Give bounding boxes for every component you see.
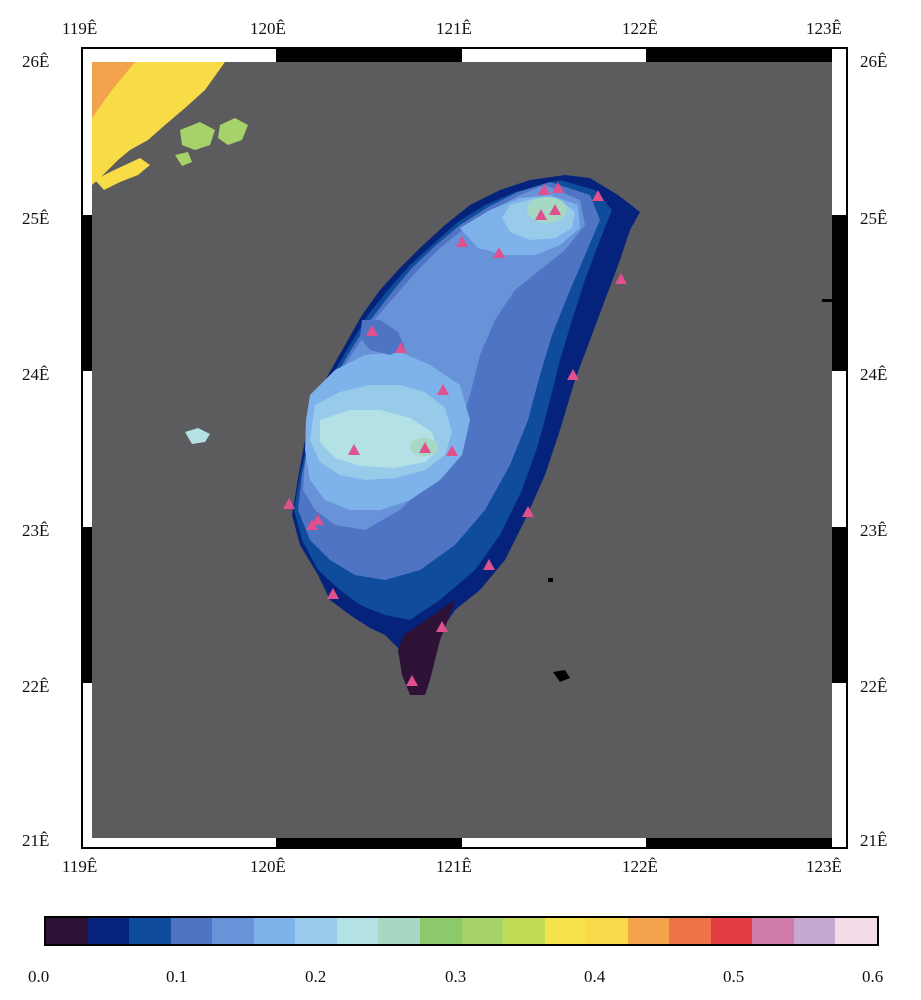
- colorbar-swatch: [835, 918, 877, 944]
- station-marker: [567, 369, 579, 380]
- station-marker: [522, 506, 534, 517]
- lat-label: 24Ê: [22, 365, 50, 384]
- frame-bar-bottom: [276, 838, 462, 848]
- colorbar-tick-label: 0.3: [445, 967, 467, 986]
- station-marker: [419, 442, 431, 453]
- station-marker: [366, 325, 378, 336]
- lat-label: 23Ê: [860, 521, 888, 540]
- colorbar-swatch: [253, 918, 296, 944]
- penghu-island: [185, 428, 210, 444]
- mainland-coast-yellow-fringe: [95, 158, 150, 190]
- colorbar-tick-label: 0.5: [723, 967, 745, 986]
- colorbar-swatch: [170, 918, 213, 944]
- station-marker: [436, 621, 448, 632]
- colorbar-tick-label: 0.2: [305, 967, 327, 986]
- colorbar-tick-label: 0.0: [28, 967, 50, 986]
- offshore-speck: [822, 299, 832, 302]
- mainland-coast-orange: [92, 62, 135, 118]
- frame-bar-top: [276, 48, 462, 62]
- colorbar-swatch: [544, 918, 587, 944]
- station-marker: [483, 559, 495, 570]
- lon-label: 123Ê: [806, 857, 842, 876]
- lat-label: 23Ê: [22, 521, 50, 540]
- colorbar-swatch: [586, 918, 629, 944]
- colorbar-swatch: [503, 918, 545, 944]
- lat-label: 26Ê: [860, 52, 888, 71]
- frame-bar-left: [82, 527, 92, 683]
- frame-bar-right: [832, 215, 847, 371]
- colorbar-swatch: [212, 918, 255, 944]
- station-marker: [395, 342, 407, 353]
- lon-label: 121Ê: [436, 19, 472, 38]
- colorbar-swatch: [295, 918, 338, 944]
- station-marker: [312, 514, 324, 525]
- mainland-island-green: [218, 118, 248, 145]
- lon-label: 119Ê: [62, 857, 98, 876]
- colorbar-swatch: [627, 918, 670, 944]
- taiwan-island: [292, 175, 640, 695]
- lon-label: 120Ê: [250, 19, 286, 38]
- lon-label: 123Ê: [806, 19, 842, 38]
- colorbar-swatch: [461, 918, 504, 944]
- lat-label: 21Ê: [22, 831, 50, 850]
- frame-bar-top: [646, 48, 832, 62]
- colorbar-swatch: [336, 918, 379, 944]
- station-marker: [446, 445, 458, 456]
- station-marker: [549, 204, 561, 215]
- lat-label: 22Ê: [22, 677, 50, 696]
- colorbar-tick-label: 0.6: [862, 967, 884, 986]
- mainland-island-green: [175, 152, 192, 166]
- station-marker: [437, 384, 449, 395]
- lat-label: 22Ê: [860, 677, 888, 696]
- lon-label: 122Ê: [622, 857, 658, 876]
- station-marker: [592, 190, 604, 201]
- lat-label: 21Ê: [860, 831, 888, 850]
- station-marker: [306, 519, 318, 530]
- contour-peak-north: [527, 197, 567, 223]
- station-marker: [538, 184, 550, 195]
- colorbar-tick-label: 0.1: [166, 967, 188, 986]
- lon-label: 122Ê: [622, 19, 658, 38]
- station-marker: [615, 273, 627, 284]
- colorbar-swatch: [129, 918, 172, 944]
- lon-label: 121Ê: [436, 857, 472, 876]
- station-marker: [327, 588, 339, 599]
- frame-bar-bottom: [646, 838, 832, 848]
- station-marker: [493, 247, 505, 258]
- station-marker: [406, 675, 418, 686]
- station-layer: [283, 182, 627, 686]
- lat-label: 25Ê: [860, 209, 888, 228]
- mainland-island-green: [180, 122, 215, 150]
- colorbar-swatch: [669, 918, 712, 944]
- frame-bar-right: [832, 527, 847, 683]
- colorbar-tick-label: 0.4: [584, 967, 606, 986]
- lon-label: 119Ê: [62, 19, 98, 38]
- colorbar-swatch: [793, 918, 836, 944]
- offshore-speck: [553, 670, 570, 682]
- colorbar-swatch: [710, 918, 753, 944]
- colorbar-swatch: [752, 918, 795, 944]
- station-marker: [535, 209, 547, 220]
- mainland-coast-yellow: [92, 62, 225, 185]
- frame-bar-left: [82, 215, 92, 371]
- colorbar-swatch: [87, 918, 130, 944]
- colorbar-swatch: [419, 918, 462, 944]
- colorbar-swatch: [378, 918, 421, 944]
- offshore-speck: [548, 578, 553, 582]
- station-marker: [552, 182, 564, 193]
- lat-label: 24Ê: [860, 365, 888, 384]
- colorbar-swatch: [46, 918, 88, 944]
- station-marker: [456, 236, 468, 247]
- lat-label: 26Ê: [22, 52, 50, 71]
- station-marker: [283, 498, 295, 509]
- colorbar: [44, 916, 879, 946]
- lon-label: 120Ê: [250, 857, 286, 876]
- lat-label: 25Ê: [22, 209, 50, 228]
- station-marker: [348, 444, 360, 455]
